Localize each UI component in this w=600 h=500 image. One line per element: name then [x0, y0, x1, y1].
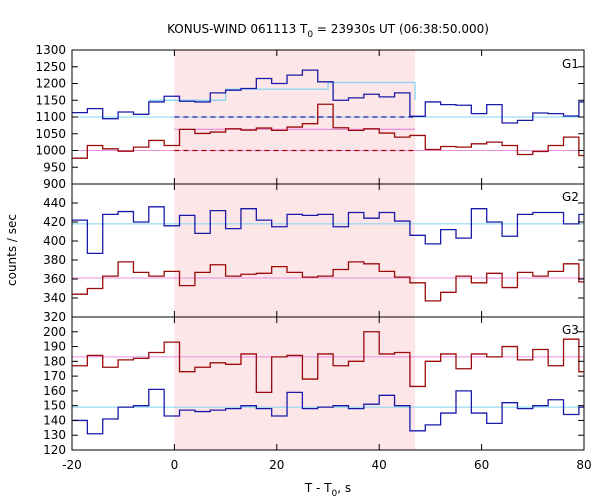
panel-g2-fit-lines — [72, 223, 584, 279]
g2-ytick-label-400: 400 — [43, 234, 66, 248]
panel-g1-y-ticks: 900 950 1000 1050 1100 1150 1200 1250 1300 — [35, 43, 584, 191]
panel-g1-series — [72, 69, 584, 159]
g1-ytick-label-1150: 1150 — [35, 93, 66, 107]
g1-series-blue — [72, 69, 584, 124]
g1-ytick-label-1000: 1000 — [35, 144, 66, 158]
chart-title-subscript: 0 — [307, 30, 313, 40]
xtick-label-0: 0 — [171, 458, 179, 472]
panel-g1-label: G1 — [562, 57, 579, 71]
panel-g2: 320 340 360 380 400 420 440 G2 — [43, 190, 584, 324]
g1-ytick-label-1100: 1100 — [35, 110, 66, 124]
g2-series-red — [72, 261, 584, 302]
g3-ytick-label-130: 130 — [43, 428, 66, 442]
chart-title-main: KONUS-WIND 061113 T — [167, 22, 308, 36]
panel-g2-label: G2 — [562, 190, 579, 204]
g2-ytick-label-380: 380 — [43, 253, 66, 267]
x-axis-title-rest: , s — [337, 481, 351, 495]
g1-ytick-label-1050: 1050 — [35, 127, 66, 141]
chart-title: KONUS-WIND 061113 T0 = 23930s UT (06:38:… — [167, 22, 489, 40]
source-interval-shade — [174, 50, 416, 450]
xtick-label-20: 20 — [269, 458, 284, 472]
xtick-label-60: 60 — [474, 458, 489, 472]
g3-ytick-label-150: 150 — [43, 399, 66, 413]
g1-source-fit-0 — [148, 81, 416, 101]
x-axis-title-main: T - T — [304, 481, 332, 495]
chart-title-rest: = 23930s UT (06:38:50.000) — [313, 22, 489, 36]
g3-series-red — [72, 331, 584, 394]
g2-ytick-label-340: 340 — [43, 291, 66, 305]
g1-ytick-label-900: 900 — [43, 177, 66, 191]
panel-g3-series — [72, 331, 584, 435]
g1-series-red — [72, 103, 584, 159]
panel-g2-series — [72, 206, 584, 302]
g1-ytick-label-950: 950 — [43, 160, 66, 174]
g2-ytick-label-360: 360 — [43, 272, 66, 286]
panel-g1-fit-lines — [72, 81, 584, 152]
g2-series-blue — [72, 206, 584, 254]
g3-ytick-label-170: 170 — [43, 369, 66, 383]
x-axis-title: T - T0, s — [304, 481, 351, 499]
panel-frames — [71, 49, 585, 451]
g2-ytick-label-420: 420 — [43, 215, 66, 229]
g3-ytick-label-200: 200 — [43, 325, 66, 339]
x-axis-title-subscript: 0 — [332, 489, 338, 499]
g3-ytick-label-180: 180 — [43, 354, 66, 368]
g2-ytick-label-320: 320 — [43, 310, 66, 324]
g3-ytick-label-120: 120 — [43, 443, 66, 457]
g2-ytick-label-440: 440 — [43, 196, 66, 210]
g3-ytick-label-160: 160 — [43, 384, 66, 398]
g3-frame — [71, 316, 585, 451]
panel-g2-y-ticks: 320 340 360 380 400 420 440 — [43, 196, 584, 324]
g1-ytick-label-1250: 1250 — [35, 60, 66, 74]
xtick-label--20: -20 — [62, 458, 82, 472]
panel-g3-label: G3 — [562, 323, 579, 337]
y-axis-title: counts / sec — [5, 214, 19, 286]
g3-series-blue — [72, 388, 584, 435]
g3-ytick-label-190: 190 — [43, 340, 66, 354]
xtick-label-80: 80 — [576, 458, 591, 472]
g1-ytick-label-1200: 1200 — [35, 77, 66, 91]
xtick-label-40: 40 — [372, 458, 387, 472]
g3-ytick-label-140: 140 — [43, 413, 66, 427]
g1-ytick-label-1300: 1300 — [35, 43, 66, 57]
panel-g1: 900 950 1000 1050 1100 1150 1200 1250 1300 G1 — [35, 43, 584, 191]
